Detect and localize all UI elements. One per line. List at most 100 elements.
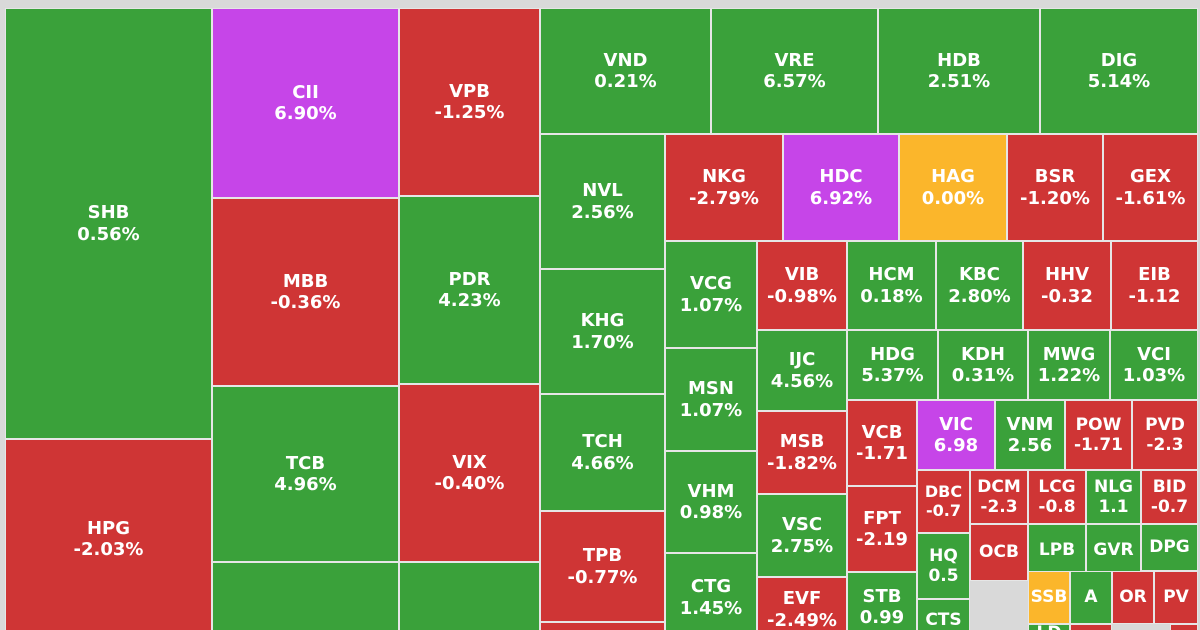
heatmap-tile-ld[interactable]: LD [1028,624,1070,630]
tile-symbol: VHM [687,480,735,502]
heatmap-tile-vcg[interactable]: VCG 1.07% [665,241,757,348]
heatmap-tile-tch[interactable]: TCH 4.66% [540,394,665,511]
heatmap-tile-vib[interactable]: VIB -0.98% [757,241,847,330]
heatmap-tile-hpg[interactable]: HPG -2.03% [5,439,212,630]
heatmap-tile-hdb[interactable]: HDB 2.51% [878,8,1040,134]
heatmap-tile-ssb[interactable]: SSB [1028,571,1070,624]
heatmap-tile-mwg[interactable]: MWG 1.22% [1028,330,1110,400]
heatmap-tile-stb[interactable]: STB 0.99 [847,572,917,630]
tile-change: -0.32 [1041,285,1093,307]
heatmap-tile-hcm[interactable]: HCM 0.18% [847,241,936,330]
tile-symbol: FPT [863,507,901,529]
heatmap-tile-cii[interactable]: CII 6.90% [212,8,399,198]
heatmap-tile-dig[interactable]: DIG 5.14% [1040,8,1198,134]
heatmap-tile-vcb[interactable]: VCB -1.71 [847,400,917,486]
heatmap-tile[interactable] [1170,624,1198,630]
heatmap-tile-nkg[interactable]: NKG -2.79% [665,134,783,241]
heatmap-tile-tcb[interactable]: TCB 4.96% [212,386,399,562]
heatmap-tile-bsr[interactable]: BSR -1.20% [1007,134,1103,241]
heatmap-tile-a[interactable]: A [1070,571,1112,624]
heatmap-tile-vre[interactable]: VRE 6.57% [711,8,878,134]
heatmap-tile-pow[interactable]: POW -1.71 [1065,400,1132,470]
heatmap-tile[interactable] [1070,624,1112,630]
tile-change: -0.8 [1038,497,1076,517]
heatmap-tile-khg[interactable]: KHG 1.70% [540,269,665,394]
heatmap-tile-fpt[interactable]: FPT -2.19 [847,486,917,572]
heatmap-tile-mbb[interactable]: MBB -0.36% [212,198,399,386]
tile-symbol: OR [1119,587,1147,608]
tile-symbol: OCB [979,542,1019,563]
tile-change: -2.03% [73,539,144,560]
tile-symbol: POW [1075,414,1122,435]
heatmap-tile-msn[interactable]: MSN 1.07% [665,348,757,451]
tile-change: 4.56% [770,370,834,392]
heatmap-tile[interactable] [212,562,399,630]
heatmap-tile-vic[interactable]: VIC 6.98 [917,400,995,470]
heatmap-tile-vpb[interactable]: VPB -1.25% [399,8,540,196]
heatmap-tile-shb[interactable]: SHB 0.56% [5,8,212,439]
tile-symbol: KBC [959,264,1000,286]
tile-symbol: PVD [1145,414,1185,435]
heatmap-tile-hdg[interactable]: HDG 5.37% [847,330,938,400]
tile-symbol: TPB [582,545,623,567]
tile-change: -0.40% [434,473,505,494]
heatmap-tile-kdh[interactable]: KDH 0.31% [938,330,1028,400]
tile-symbol: VCG [690,273,732,295]
heatmap-tile-pv[interactable]: PV [1154,571,1198,624]
tile-symbol: EVF [782,588,822,610]
heatmap-tile-dpg[interactable]: DPG [1141,524,1198,571]
heatmap-tile-dbc[interactable]: DBC -0.7 [917,470,970,533]
heatmap-tile-pvd[interactable]: PVD -2.3 [1132,400,1198,470]
tile-symbol: HHV [1044,264,1090,286]
tile-change: -2.79% [689,187,759,209]
heatmap-tile-vsc[interactable]: VSC 2.75% [757,494,847,577]
heatmap-tile-nlg[interactable]: NLG 1.1 [1086,470,1141,524]
heatmap-tile-tpb[interactable]: TPB -0.77% [540,511,665,622]
heatmap-tile-hdc[interactable]: HDC 6.92% [783,134,899,241]
heatmap-tile-dcm[interactable]: DCM -2.3 [970,470,1028,524]
heatmap-tile-ctg[interactable]: CTG 1.45% [665,553,757,630]
heatmap-tile-vnm[interactable]: VNM 2.56 [995,400,1065,470]
heatmap-tile-eib[interactable]: EIB -1.12 [1111,241,1198,330]
heatmap-tile-ocb[interactable]: OCB [970,524,1028,581]
tile-symbol: CII [292,81,319,103]
heatmap-tile[interactable] [399,562,540,630]
tile-change: 0.99 [859,607,905,628]
heatmap-tile-gvr[interactable]: GVR [1086,524,1141,577]
heatmap-tile-or[interactable]: OR [1112,571,1154,624]
heatmap-tile-lcg[interactable]: LCG -0.8 [1028,470,1086,524]
tile-symbol: STB [862,585,902,607]
tile-symbol: A [1084,587,1098,608]
tile-symbol: DBC [924,481,963,501]
tile-symbol: VIC [939,413,973,435]
heatmap-tile-gex[interactable]: GEX -1.61% [1103,134,1198,241]
tile-symbol: MBB [282,270,329,292]
heatmap-tile-vhm[interactable]: VHM 0.98% [665,451,757,553]
heatmap-tile-vix[interactable]: VIX -0.40% [399,384,540,562]
heatmap-tile-kbc[interactable]: KBC 2.80% [936,241,1023,330]
tile-change: 4.23% [438,290,501,311]
heatmap-tile-lpb[interactable]: LPB [1028,524,1086,577]
heatmap-tile-msb[interactable]: MSB -1.82% [757,411,847,494]
heatmap-tile-hq[interactable]: HQ 0.5 [917,533,970,599]
heatmap-tile[interactable] [540,622,665,630]
tile-change: 4.66% [571,452,634,474]
heatmap-tile-ijc[interactable]: IJC 4.56% [757,330,847,411]
tile-change: -2.49% [767,609,837,630]
heatmap-tile-hag[interactable]: HAG 0.00% [899,134,1007,241]
tile-symbol: VND [603,49,648,71]
tile-symbol: SSB [1030,587,1068,608]
heatmap-tile-vnd[interactable]: VND 0.21% [540,8,711,134]
heatmap-tile-hhv[interactable]: HHV -0.32 [1023,241,1111,330]
tile-symbol: DCM [977,476,1021,497]
tile-symbol: VNM [1006,413,1054,435]
heatmap-tile-pdr[interactable]: PDR 4.23% [399,196,540,384]
tile-change: 6.98 [933,435,979,456]
heatmap-tile-bid[interactable]: BID -0.7 [1141,470,1198,524]
heatmap-tile-vci[interactable]: VCI 1.03% [1110,330,1198,400]
tile-symbol: VCI [1137,343,1171,365]
heatmap-tile-cts[interactable]: CTS [917,599,970,630]
heatmap-tile-evf[interactable]: EVF -2.49% [757,577,847,630]
heatmap-tile-nvl[interactable]: NVL 2.56% [540,134,665,269]
